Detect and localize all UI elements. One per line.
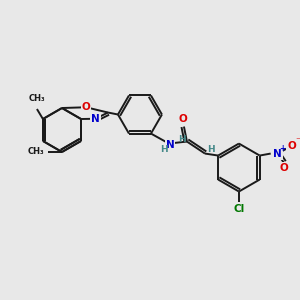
Text: +: + (280, 144, 286, 153)
Text: ⁻: ⁻ (295, 136, 300, 147)
Text: N: N (273, 148, 282, 159)
Text: O: O (178, 114, 187, 124)
Text: O: O (82, 102, 90, 112)
Text: O: O (279, 163, 288, 172)
Text: Cl: Cl (233, 203, 244, 214)
Text: O: O (287, 141, 296, 151)
Text: H: H (160, 145, 168, 154)
Text: CH₃: CH₃ (28, 94, 45, 103)
Text: H: H (207, 145, 215, 154)
Text: H: H (178, 135, 186, 144)
Text: N: N (91, 114, 100, 124)
Text: N: N (166, 140, 174, 150)
Text: CH₃: CH₃ (27, 148, 44, 157)
